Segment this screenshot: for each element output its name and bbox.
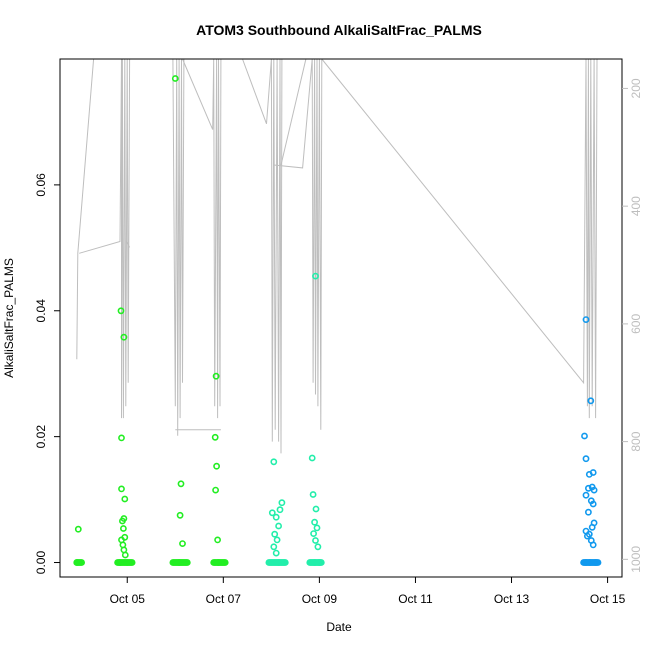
data-point <box>589 541 597 549</box>
data-point <box>272 549 280 557</box>
profile-line <box>79 58 131 419</box>
data-point <box>118 434 125 442</box>
data-point <box>582 316 590 323</box>
plot-frame <box>59 58 623 578</box>
pressure-tick-label: 1000 <box>629 546 643 573</box>
data-point <box>78 559 85 566</box>
data-point <box>278 499 286 507</box>
data-point <box>273 536 281 544</box>
data-point <box>118 485 125 493</box>
x-tick-label: Oct 11 <box>398 592 433 606</box>
x-tick-label: Oct 09 <box>302 592 338 606</box>
data-point <box>171 75 179 82</box>
data-point <box>594 559 602 566</box>
data-point <box>312 505 320 513</box>
data-point <box>584 532 591 540</box>
data-point <box>270 458 278 466</box>
data-point <box>212 372 220 380</box>
pressure-tick-label: 600 <box>629 314 643 334</box>
data-point <box>275 522 282 530</box>
data-point <box>179 540 186 547</box>
data-point <box>120 333 128 341</box>
x-tick-label: Oct 15 <box>590 592 626 606</box>
data-point <box>311 518 318 526</box>
pressure-axis: 200 400 600 800 1000 <box>622 78 643 573</box>
data-point <box>582 491 590 499</box>
profile-line <box>76 58 95 360</box>
data-point <box>117 307 125 315</box>
profile-line <box>280 58 307 166</box>
pressure-tick-label: 400 <box>629 196 643 216</box>
data-point <box>128 559 136 566</box>
y-axis-label: AlkaliSaltFrac_PALMS <box>2 258 16 378</box>
data-point <box>317 559 325 566</box>
x-tick-label: Oct 05 <box>110 592 146 606</box>
y-tick-label: 0.04 <box>34 299 48 323</box>
data-point <box>308 454 316 462</box>
profile-line <box>242 58 283 454</box>
data-point <box>581 432 588 440</box>
profile-line <box>125 241 131 248</box>
data-point <box>312 537 319 544</box>
profile-line <box>273 58 323 430</box>
data-point <box>585 508 592 516</box>
data-point <box>212 486 219 494</box>
data-point <box>582 455 590 463</box>
data-point <box>183 559 191 566</box>
data-point <box>120 525 127 532</box>
data-point <box>587 397 595 405</box>
data-points <box>73 75 602 566</box>
y-tick-label: 0.00 <box>34 551 48 575</box>
y-tick-label: 0.02 <box>34 425 48 449</box>
data-point <box>585 484 592 492</box>
pressure-tick-label: 200 <box>629 78 643 98</box>
data-point <box>271 530 279 538</box>
data-point <box>268 509 276 517</box>
pressure-profile-lines <box>76 58 598 454</box>
data-point <box>312 272 319 280</box>
data-point <box>588 523 596 531</box>
data-point <box>121 495 129 503</box>
data-point <box>309 491 317 498</box>
profile-line <box>170 58 185 436</box>
y-axis: 0.00 0.02 0.04 0.06 <box>34 173 60 574</box>
profile-line <box>321 58 598 419</box>
x-axis-label: Date <box>326 620 352 634</box>
data-point <box>176 511 184 519</box>
chart-title: ATOM3 Southbound AlkaliSaltFrac_PALMS <box>196 22 482 38</box>
data-point <box>310 530 317 537</box>
x-axis: Oct 05 Oct 07 Oct 09 Oct 11 Oct 13 Oct 15 <box>110 577 626 606</box>
data-point <box>272 513 280 521</box>
data-point <box>213 462 220 470</box>
data-point <box>585 470 593 478</box>
x-tick-label: Oct 13 <box>494 592 530 606</box>
x-tick-label: Oct 07 <box>206 592 242 606</box>
data-point <box>120 515 128 522</box>
data-point <box>276 506 284 514</box>
pressure-tick-label: 800 <box>629 431 643 451</box>
data-point <box>281 559 289 566</box>
data-point <box>121 551 129 559</box>
y-tick-label: 0.06 <box>34 173 48 197</box>
data-point <box>177 480 185 488</box>
data-point <box>314 543 322 551</box>
data-point <box>589 500 597 508</box>
data-point <box>214 536 221 544</box>
data-point <box>270 543 278 551</box>
profile-line <box>182 58 222 419</box>
data-point <box>313 524 321 532</box>
data-point <box>211 433 219 441</box>
data-point <box>221 559 229 566</box>
data-point <box>590 486 598 494</box>
data-point <box>74 525 82 533</box>
